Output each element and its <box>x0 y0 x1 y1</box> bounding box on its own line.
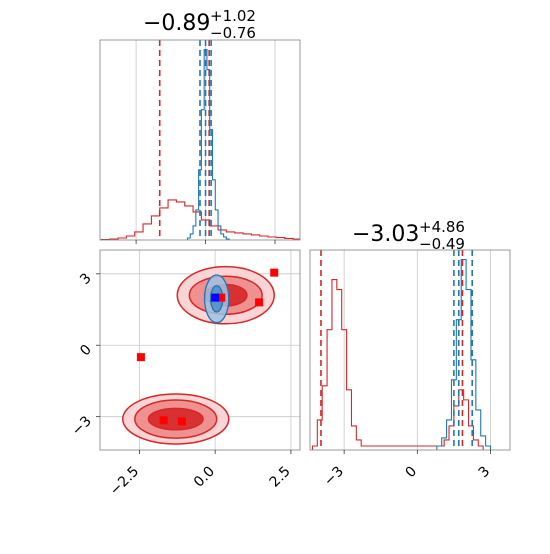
red-marker <box>159 416 168 425</box>
y-tick-label-panel2: 0 <box>77 342 95 360</box>
x-tick-label-panel2: 0.0 <box>191 464 218 491</box>
red-marker <box>136 353 145 362</box>
hist-step-blue <box>436 258 492 450</box>
x-tick-label-panel3: −3 <box>321 464 347 490</box>
hist-panel-1 <box>99 39 301 244</box>
hist-step-blue <box>186 48 230 240</box>
hist-step-red <box>100 199 300 240</box>
red-marker <box>217 293 226 302</box>
contour-clip-group <box>121 265 279 445</box>
blue-marker <box>211 293 220 302</box>
title-param-1: −0.89 +1.02 −0.76 <box>143 7 256 42</box>
title-1-value: −0.89 <box>143 11 210 36</box>
panel-frame <box>99 39 301 241</box>
y-tick-label-panel2: −3 <box>69 413 95 439</box>
red-marker <box>177 417 186 426</box>
title-2-sup: +4.86 <box>419 218 465 236</box>
hist-panel-3 <box>309 249 511 454</box>
x-tick-label-panel3: 3 <box>476 464 494 482</box>
contour-panel <box>96 249 301 454</box>
red-contour-level <box>147 407 204 431</box>
title-1-sup: +1.02 <box>210 7 256 25</box>
panel-frame <box>99 249 301 451</box>
y-tick-label-panel2: 3 <box>77 270 95 288</box>
title-param-2: −3.03 +4.86 −0.49 <box>352 218 465 253</box>
hist-clip-group <box>100 40 300 240</box>
x-tick-label-panel3: 0 <box>403 464 421 482</box>
panel-frame <box>309 249 511 451</box>
hist-step-red <box>311 279 484 450</box>
title-1-sub: −0.76 <box>210 24 256 42</box>
red-marker <box>255 298 264 307</box>
x-tick-label-panel2: 2.5 <box>267 464 294 491</box>
red-marker <box>270 268 279 277</box>
title-2-sub: −0.49 <box>419 235 465 253</box>
chart-layer: −3 0 3 −2.5 0.0 2.5 −3 0 3 <box>69 39 511 499</box>
title-2-value: −3.03 <box>352 222 419 247</box>
x-tick-label-panel2: −2.5 <box>107 464 142 499</box>
hist-clip-group <box>311 250 492 450</box>
